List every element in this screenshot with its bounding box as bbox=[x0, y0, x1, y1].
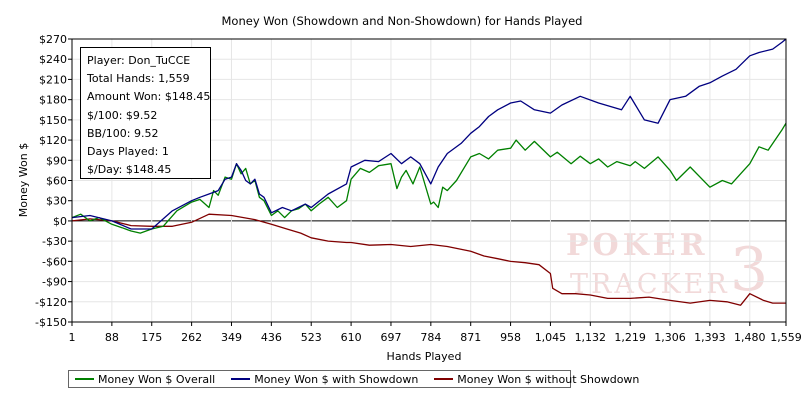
chart-title: Money Won (Showdown and Non-Showdown) fo… bbox=[222, 14, 583, 28]
x-tick-label: 1,306 bbox=[654, 331, 686, 344]
stat-dollars-per-day: $/Day: $148.45 bbox=[87, 163, 172, 177]
x-tick-label: 1,045 bbox=[535, 331, 567, 344]
x-tick-label: 262 bbox=[181, 331, 202, 344]
legend-item-non-showdown: Money Won $ without Showdown bbox=[434, 373, 639, 386]
chart-legend: Money Won $ Overall Money Won $ with Sho… bbox=[68, 370, 639, 388]
legend-label-overall: Money Won $ Overall bbox=[98, 372, 216, 386]
y-axis-label: Money Won $ bbox=[17, 143, 30, 217]
x-tick-label: 88 bbox=[105, 331, 119, 344]
series-line-with-showdown bbox=[71, 38, 787, 230]
x-axis-label: Hands Played bbox=[387, 350, 462, 363]
stat-bb-per-100: BB/100: 9.52 bbox=[87, 126, 159, 140]
player-stats-box: Player: Don_TuCCE Total Hands: 1,559 Amo… bbox=[80, 47, 211, 179]
y-tick-label: $30 bbox=[46, 195, 67, 208]
legend-label-non-showdown: Money Won $ without Showdown bbox=[457, 372, 640, 386]
y-tick-label: -$30 bbox=[42, 235, 67, 248]
x-tick-label: 349 bbox=[221, 331, 242, 344]
pokertracker-watermark: POKER TRACKER 3 bbox=[566, 228, 768, 305]
x-tick-label: 1,132 bbox=[575, 331, 607, 344]
x-tick-label: 784 bbox=[420, 331, 441, 344]
stat-dollars-per-100: $/100: $9.52 bbox=[87, 108, 158, 122]
y-tick-label: $210 bbox=[39, 73, 67, 86]
legend-swatch-overall bbox=[75, 378, 94, 380]
y-tick-label: -$90 bbox=[42, 276, 67, 289]
y-tick-label: -$60 bbox=[42, 255, 67, 268]
legend-swatch-non-showdown bbox=[434, 378, 454, 380]
y-tick-label: $180 bbox=[39, 94, 67, 107]
x-tick-label: 1,219 bbox=[614, 331, 646, 344]
watermark-mark: 3 bbox=[730, 235, 768, 305]
watermark-text-poker: POKER bbox=[566, 228, 709, 263]
x-tick-label: 1,480 bbox=[734, 331, 766, 344]
x-tick-label: 610 bbox=[341, 331, 362, 344]
y-tick-label: $90 bbox=[46, 154, 67, 167]
y-tick-label: $270 bbox=[39, 33, 67, 46]
legend-label-showdown: Money Won $ with Showdown bbox=[254, 372, 419, 386]
watermark-text-tracker: TRACKER bbox=[570, 269, 730, 300]
y-tick-labels: -$150 -$120 -$90 -$60 -$30 $0 $30 $60 $90 $120 $15… bbox=[35, 33, 72, 329]
legend-item-showdown: Money Won $ with Showdown bbox=[231, 373, 418, 386]
y-tick-label: $240 bbox=[39, 53, 67, 66]
y-tick-label: $0 bbox=[53, 215, 67, 228]
x-tick-label: 523 bbox=[301, 331, 322, 344]
stat-days-played: Days Played: 1 bbox=[87, 145, 169, 159]
y-tick-label: $150 bbox=[39, 114, 67, 127]
y-tick-label: $60 bbox=[46, 175, 67, 188]
series-line-without-showdown bbox=[71, 213, 786, 306]
series-lines bbox=[71, 38, 787, 306]
x-tick-label: 697 bbox=[380, 331, 401, 344]
legend-swatch-showdown bbox=[231, 378, 251, 380]
y-tick-label: $120 bbox=[39, 134, 67, 147]
y-tick-label: -$150 bbox=[35, 316, 67, 329]
x-tick-label: 436 bbox=[261, 331, 282, 344]
x-tick-label: 958 bbox=[500, 331, 521, 344]
series-line-overall bbox=[71, 122, 787, 234]
x-tick-label: 175 bbox=[141, 331, 162, 344]
x-tick-label: 1,559 bbox=[770, 331, 802, 344]
legend-item-overall: Money Won $ Overall bbox=[75, 373, 215, 386]
y-tick-label: -$120 bbox=[35, 296, 67, 309]
x-tick-labels: 1 88 175 262 349 436 523 610 697 784 871 958 1,045 1,… bbox=[69, 322, 802, 344]
x-tick-label: 1 bbox=[69, 331, 76, 344]
x-tick-label: 871 bbox=[460, 331, 481, 344]
stat-player: Player: Don_TuCCE bbox=[87, 54, 191, 67]
stat-total-hands: Total Hands: 1,559 bbox=[87, 72, 190, 86]
x-tick-label: 1,393 bbox=[694, 331, 726, 344]
stat-amount-won: Amount Won: $148.45 bbox=[87, 90, 211, 104]
